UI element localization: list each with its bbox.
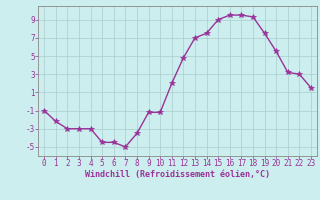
X-axis label: Windchill (Refroidissement éolien,°C): Windchill (Refroidissement éolien,°C) [85, 170, 270, 179]
